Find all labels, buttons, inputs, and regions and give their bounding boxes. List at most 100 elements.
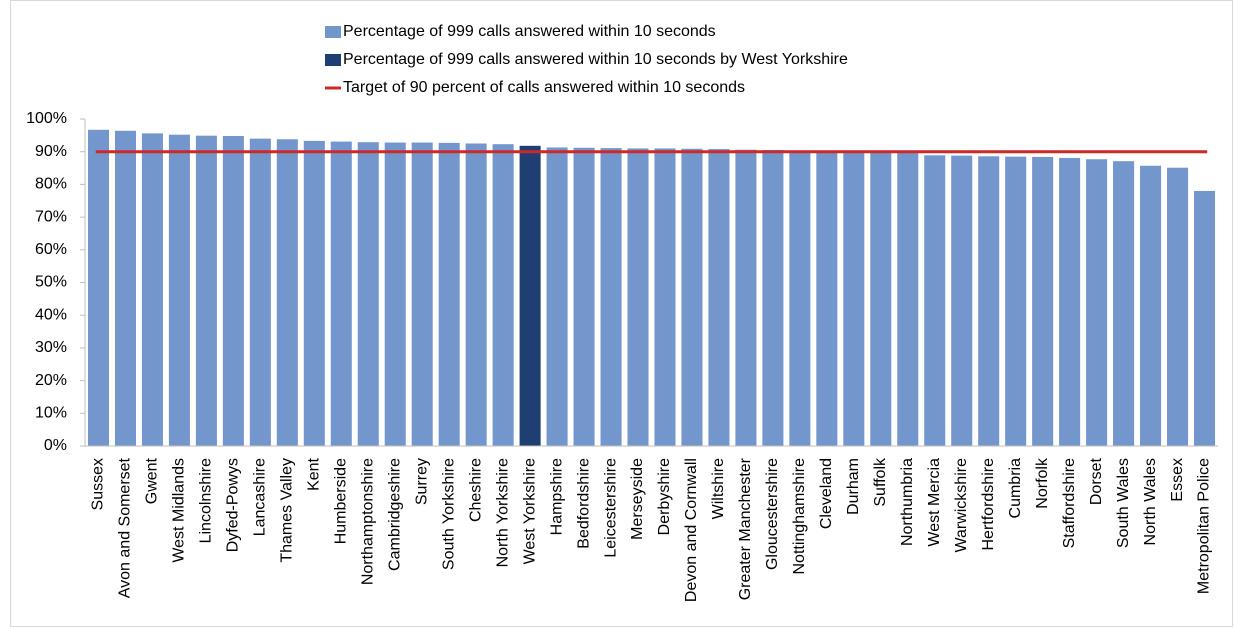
legend-swatch (325, 26, 341, 38)
x-tick-label: Nottinghamshire (791, 458, 808, 575)
bar (708, 149, 730, 447)
x-tick-label: West Yorkshire (521, 458, 538, 565)
y-tick-label: 30% (35, 339, 67, 356)
legend-label: Target of 90 percent of calls answered w… (343, 79, 745, 96)
x-tick-label: Lincolnshire (198, 458, 215, 543)
legend-swatch (325, 54, 341, 66)
bar (735, 149, 757, 446)
y-tick-label: 70% (35, 208, 67, 225)
x-tick-label: Bedfordshire (575, 458, 592, 549)
y-tick-label: 50% (35, 274, 67, 291)
bar (897, 152, 919, 447)
x-tick-label: West Mercia (926, 458, 943, 547)
legend-label: Percentage of 999 calls answered within … (343, 51, 848, 68)
bar (465, 143, 487, 446)
x-tick-label: Hertfordshire (980, 458, 997, 551)
y-tick-label: 100% (26, 110, 67, 127)
x-tick-label: Thames Valley (279, 458, 296, 563)
bar (357, 142, 379, 447)
bar (1059, 157, 1081, 446)
bar (546, 147, 568, 446)
bar (600, 148, 622, 446)
bar (222, 136, 244, 446)
x-tick-label: Essex (1169, 458, 1186, 502)
x-tick-label: West Midlands (171, 458, 188, 563)
bar (276, 139, 298, 447)
x-tick-label: Gwent (144, 457, 161, 504)
x-tick-label: Humberside (332, 458, 349, 544)
bar (384, 142, 406, 446)
x-tick-label: Staffordshire (1061, 458, 1078, 549)
x-tick-label: Dorset (1088, 457, 1105, 505)
bar (924, 155, 946, 446)
bar (87, 129, 110, 446)
y-tick-label: 10% (35, 405, 67, 422)
bar (654, 148, 676, 446)
x-tick-label: Cleveland (818, 458, 835, 529)
x-tick-label: Surrey (413, 458, 430, 505)
bar (762, 150, 784, 446)
x-tick-label: North Yorkshire (494, 458, 511, 567)
bar (141, 133, 163, 446)
y-tick-label: 0% (44, 437, 67, 454)
x-tick-label: Cumbria (1007, 458, 1024, 519)
x-tick-label: Leicestershire (602, 458, 619, 558)
bar (519, 145, 541, 446)
x-tick-label: Merseyside (629, 458, 646, 540)
bar (951, 155, 973, 446)
bar (843, 151, 865, 447)
bar (303, 140, 325, 446)
bar (573, 147, 595, 446)
x-tick-label: Derbyshire (656, 458, 673, 535)
x-tick-label: South Yorkshire (440, 458, 457, 570)
x-tick-label: Northamptonshire (359, 458, 376, 585)
x-tick-label: Wiltshire (710, 458, 727, 519)
x-tick-label: Kent (306, 457, 323, 490)
x-tick-label: Avon and Somerset (117, 457, 134, 598)
y-tick-label: 90% (35, 143, 67, 160)
bar (1032, 156, 1054, 446)
x-tick-label: Lancashire (252, 458, 269, 536)
bar (168, 134, 190, 447)
bar (492, 144, 514, 446)
legend-label: Percentage of 999 calls answered within … (343, 23, 716, 40)
bar (438, 142, 460, 446)
x-tick-label: Cambridgeshire (386, 458, 403, 571)
y-tick-label: 60% (35, 241, 67, 258)
x-tick-label: Hampshire (548, 458, 565, 535)
x-tick-label: Cheshire (467, 458, 484, 522)
bar (1086, 159, 1108, 446)
y-tick-label: 40% (35, 306, 67, 323)
x-tick-label: Suffolk (872, 457, 889, 507)
bar (978, 156, 1000, 446)
x-tick-label: Greater Manchester (737, 457, 754, 600)
y-tick-label: 20% (35, 372, 67, 389)
bar (195, 135, 217, 446)
x-tick-label: South Wales (1115, 458, 1132, 548)
x-tick-label: North Wales (1142, 458, 1159, 545)
bar (816, 151, 838, 447)
x-tick-label: Norfolk (1034, 457, 1051, 509)
x-tick-label: Devon and Cornwall (683, 458, 700, 602)
bar (330, 141, 352, 447)
bar (681, 148, 703, 446)
bar (411, 142, 433, 446)
bar (870, 151, 892, 446)
x-tick-label: Warwickshire (953, 458, 970, 553)
bar (1167, 167, 1189, 446)
bar (1140, 165, 1162, 447)
bar (1193, 190, 1216, 446)
y-tick-label: 80% (35, 176, 67, 193)
x-tick-label: Dyfed-Powys (225, 458, 242, 552)
bar (627, 148, 649, 446)
x-tick-label: Sussex (90, 458, 107, 510)
bar (249, 138, 271, 446)
x-tick-label: Durham (845, 458, 862, 515)
bar (789, 150, 811, 446)
x-tick-label: Metropolitan Police (1196, 458, 1213, 594)
bar (1113, 161, 1135, 447)
x-tick-label: Northumbria (899, 458, 916, 546)
bar (114, 130, 136, 446)
x-tick-label: Gloucestershire (764, 458, 781, 570)
